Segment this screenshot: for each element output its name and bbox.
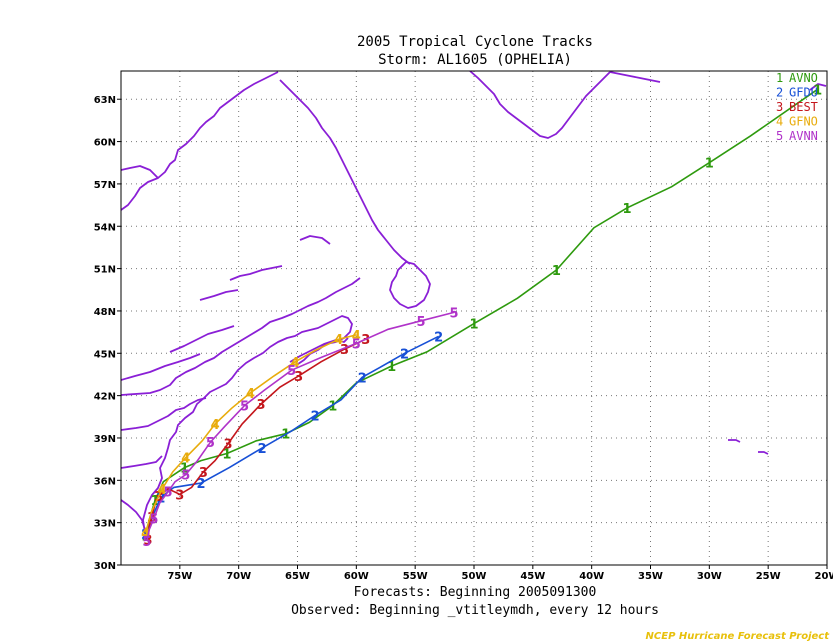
plot-area bbox=[121, 71, 827, 565]
legend-name: AVNO bbox=[789, 71, 818, 85]
track-point-gfdu: 2 bbox=[258, 442, 267, 457]
track-point-avno: 1 bbox=[328, 400, 337, 415]
y-tick-label: 45N bbox=[94, 349, 116, 360]
track-point-gfdu: 2 bbox=[311, 409, 320, 424]
track-line-gfdu bbox=[144, 335, 440, 535]
legend-id: 2 bbox=[776, 86, 783, 100]
x-tick-label: 55W bbox=[403, 571, 428, 582]
track-point-avnn: 5 bbox=[449, 306, 458, 321]
y-tick-label: 54N bbox=[94, 222, 116, 233]
track-point-gfno: 4 bbox=[334, 333, 343, 348]
track-point-avnn: 5 bbox=[417, 315, 426, 330]
y-tick-label: 60N bbox=[94, 138, 116, 149]
legend-name: GFNO bbox=[789, 115, 818, 129]
y-tick-label: 30N bbox=[94, 561, 116, 572]
track-point-gfdu: 2 bbox=[358, 371, 367, 386]
legend-id: 5 bbox=[776, 129, 783, 143]
track-point-gfno: 4 bbox=[211, 418, 220, 433]
track-point-avno: 1 bbox=[469, 318, 478, 333]
x-tick-label: 70W bbox=[226, 571, 251, 582]
track-point-gfno: 4 bbox=[291, 356, 300, 371]
x-tick-label: 75W bbox=[167, 571, 192, 582]
track-point-best: 3 bbox=[256, 398, 265, 413]
track-point-gfno: 4 bbox=[141, 527, 150, 542]
track-point-avnn: 5 bbox=[149, 512, 158, 527]
track-point-gfdu: 2 bbox=[400, 347, 409, 362]
track-point-best: 3 bbox=[147, 511, 156, 526]
track-point-avnn: 5 bbox=[352, 337, 361, 352]
coastline-map bbox=[121, 71, 827, 541]
track-point-avno: 1 bbox=[151, 494, 160, 509]
x-tick-label: 25W bbox=[756, 571, 781, 582]
track-point-avno: 1 bbox=[222, 447, 231, 462]
track-line-gfno bbox=[144, 334, 357, 533]
track-point-avnn: 5 bbox=[181, 469, 190, 484]
track-point-avno: 1 bbox=[813, 83, 822, 98]
track-point-gfdu: 2 bbox=[434, 330, 443, 345]
track-point-gfdu: 2 bbox=[141, 528, 150, 543]
y-tick-label: 51N bbox=[94, 265, 116, 276]
credit-label: NCEP Hurricane Forecast Project bbox=[646, 631, 831, 642]
track-point-gfno: 4 bbox=[181, 452, 190, 467]
track-point-gfno: 4 bbox=[352, 329, 361, 344]
y-tick-label: 33N bbox=[94, 519, 116, 530]
legend-name: BEST bbox=[789, 100, 818, 114]
track-point-avno: 1 bbox=[622, 202, 631, 217]
track-point-avnn: 5 bbox=[240, 400, 249, 415]
track-point-best: 3 bbox=[199, 466, 208, 481]
track-point-gfno: 4 bbox=[246, 387, 255, 402]
legend: 1 AVNO 2 GFDU 3 BEST 4 GFNO 5 AVNN bbox=[776, 71, 818, 143]
track-point-gfdu: 2 bbox=[156, 491, 165, 506]
chart-title: 2005 Tropical Cyclone Tracks bbox=[357, 34, 593, 50]
track-point-best: 3 bbox=[361, 333, 370, 348]
track-point-gfdu: 2 bbox=[196, 477, 205, 492]
track-point-best: 3 bbox=[224, 438, 233, 453]
forecast-footer: Forecasts: Beginning 2005091300 bbox=[354, 585, 597, 600]
track-line-avnn bbox=[146, 311, 455, 542]
chart-subtitle: Storm: AL1605 (OPHELIA) bbox=[378, 52, 572, 68]
legend-id: 4 bbox=[776, 115, 783, 129]
track-point-avno: 1 bbox=[180, 462, 189, 477]
track-point-avno: 1 bbox=[281, 428, 290, 443]
track-point-avno: 1 bbox=[387, 360, 396, 375]
track-point-avnn: 5 bbox=[206, 436, 215, 451]
y-tick-label: 36N bbox=[94, 476, 116, 487]
y-tick-label: 42N bbox=[94, 392, 116, 403]
x-tick-label: 40W bbox=[579, 571, 604, 582]
x-tick-label: 20W bbox=[815, 571, 833, 582]
axis-ticks: 75W 70W 65W 60W 55W 50W 45W 40W 35W 30W 25W 20W 30N 3… bbox=[94, 95, 833, 582]
legend-id: 1 bbox=[776, 71, 783, 85]
y-tick-label: 48N bbox=[94, 307, 116, 318]
track-point-gfno: 4 bbox=[158, 483, 167, 498]
legend-id: 3 bbox=[776, 100, 783, 114]
y-tick-label: 57N bbox=[94, 180, 116, 191]
x-tick-label: 35W bbox=[638, 571, 663, 582]
track-point-best: 3 bbox=[294, 370, 303, 385]
x-tick-label: 50W bbox=[462, 571, 487, 582]
track-point-best: 3 bbox=[144, 534, 153, 549]
track-point-avnn: 5 bbox=[142, 535, 151, 550]
x-tick-label: 30W bbox=[697, 571, 722, 582]
legend-name: GFDU bbox=[789, 86, 818, 100]
x-tick-label: 60W bbox=[344, 571, 369, 582]
observed-footer: Observed: Beginning _vtitleymdh, every 1… bbox=[291, 603, 659, 618]
x-tick-label: 65W bbox=[285, 571, 310, 582]
track-point-best: 3 bbox=[340, 343, 349, 358]
y-tick-label: 39N bbox=[94, 434, 116, 445]
track-point-avno: 1 bbox=[705, 157, 714, 172]
track-point-avno: 1 bbox=[141, 529, 150, 544]
track-point-avnn: 5 bbox=[287, 364, 296, 379]
x-tick-label: 45W bbox=[520, 571, 545, 582]
track-point-best: 3 bbox=[175, 488, 184, 503]
y-tick-label: 63N bbox=[94, 95, 116, 106]
track-point-avnn: 5 bbox=[164, 486, 173, 501]
legend-name: AVNN bbox=[789, 129, 818, 143]
track-point-avno: 1 bbox=[552, 264, 561, 279]
